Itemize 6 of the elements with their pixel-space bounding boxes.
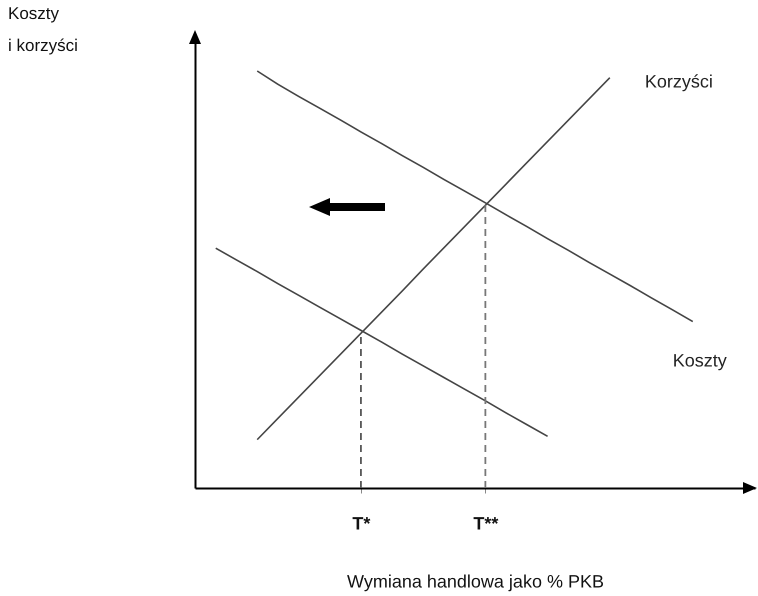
x-axis-title: Wymiana handlowa jako % PKB xyxy=(347,572,604,592)
x-tick-label: T* xyxy=(352,514,370,534)
series-label: Korzyści xyxy=(644,72,713,92)
text: Koszty i korzyści xyxy=(8,4,78,55)
x-tick-label: T** xyxy=(473,514,498,534)
series-label: Koszty xyxy=(672,350,727,371)
